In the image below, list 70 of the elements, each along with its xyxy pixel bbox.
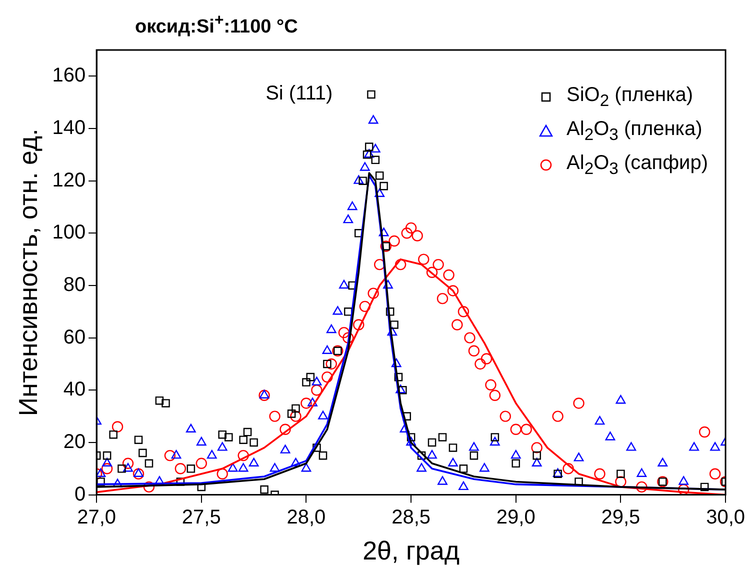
point bbox=[616, 470, 625, 478]
annotation: Si (111) bbox=[266, 82, 333, 105]
point bbox=[186, 464, 196, 473]
x-tick-label: 28,5 bbox=[392, 506, 431, 528]
y-tick-label: 60 bbox=[63, 326, 86, 348]
point bbox=[362, 150, 372, 159]
point bbox=[367, 90, 376, 99]
point bbox=[512, 459, 520, 468]
legend-label: SiO$_{2}$ (пленка) bbox=[566, 84, 693, 110]
point bbox=[312, 444, 321, 452]
point bbox=[250, 438, 258, 447]
x-axis-title: 2θ, град bbox=[362, 536, 460, 566]
point bbox=[490, 433, 500, 442]
x-tick-label: 27,5 bbox=[182, 506, 221, 528]
y-tick-label: 20 bbox=[63, 430, 86, 453]
point bbox=[398, 386, 407, 394]
point bbox=[260, 485, 268, 494]
point bbox=[138, 448, 147, 458]
point bbox=[224, 433, 233, 442]
point bbox=[102, 451, 112, 460]
chart-title: оксид:Si$^{+}$:1100 °C bbox=[135, 12, 298, 38]
y-tick-label: 0 bbox=[74, 483, 86, 506]
point bbox=[364, 142, 374, 151]
point bbox=[344, 308, 352, 316]
point bbox=[470, 451, 478, 460]
point bbox=[532, 451, 541, 460]
x-tick-label: 29,0 bbox=[496, 506, 536, 528]
point bbox=[380, 182, 388, 190]
point bbox=[323, 360, 332, 368]
point bbox=[459, 464, 468, 473]
legend-label: Al$_{2}$O$_{3}$ (пленка) bbox=[566, 118, 702, 144]
point bbox=[162, 399, 170, 408]
point bbox=[318, 451, 328, 460]
point bbox=[390, 320, 398, 329]
point bbox=[700, 482, 709, 492]
point bbox=[287, 410, 296, 418]
point bbox=[348, 281, 356, 290]
point bbox=[448, 444, 458, 452]
point bbox=[144, 459, 154, 468]
x-tick-label: 30,0 bbox=[706, 506, 746, 528]
x-tick-label: 28,0 bbox=[286, 506, 326, 528]
point bbox=[302, 378, 310, 386]
point bbox=[243, 428, 252, 436]
point bbox=[109, 430, 118, 439]
x-tick-label: 27,0 bbox=[77, 506, 116, 528]
point bbox=[375, 171, 384, 180]
point bbox=[292, 404, 300, 413]
point bbox=[358, 176, 367, 185]
point bbox=[406, 433, 416, 442]
point bbox=[371, 156, 380, 164]
point bbox=[218, 430, 226, 439]
legend-label: Al$_{2}$O$_{3}$ (сапфир) bbox=[566, 152, 708, 178]
point bbox=[155, 396, 164, 405]
y-tick-label: 100 bbox=[52, 222, 86, 244]
y-tick-label: 120 bbox=[52, 169, 86, 192]
point bbox=[239, 436, 248, 444]
point bbox=[134, 436, 143, 444]
x-tick-label: 29,5 bbox=[601, 506, 640, 528]
y-tick-label: 80 bbox=[63, 274, 86, 296]
y-tick-label: 40 bbox=[63, 378, 86, 401]
point bbox=[386, 308, 394, 316]
point bbox=[306, 372, 315, 382]
point bbox=[118, 464, 126, 473]
point bbox=[428, 438, 436, 447]
y-tick-label: 140 bbox=[52, 117, 86, 140]
point bbox=[394, 372, 403, 382]
point bbox=[438, 433, 447, 442]
y-axis-title: Интенсивность, отн. ед. bbox=[12, 128, 43, 416]
point bbox=[417, 451, 426, 460]
y-tick-label: 160 bbox=[52, 64, 86, 87]
